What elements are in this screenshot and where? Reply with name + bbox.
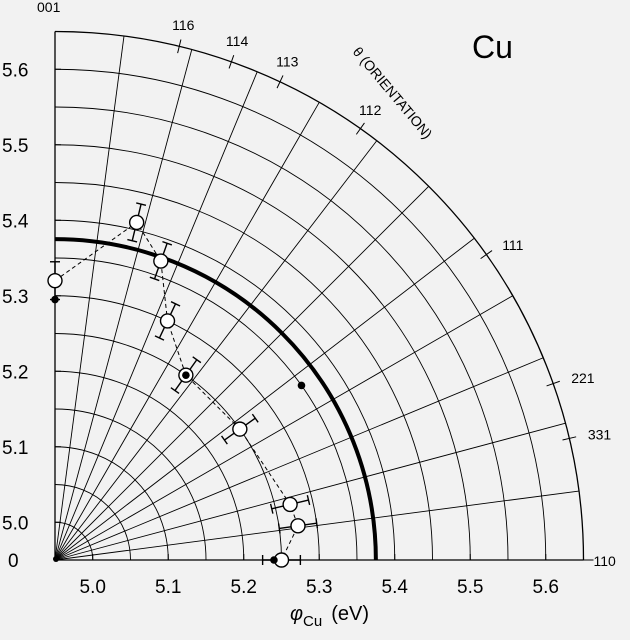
series-connector: [54, 221, 299, 561]
y-tick-label: 5.4: [2, 211, 29, 232]
x-tick-label: 5.4: [382, 577, 409, 598]
data-point: [232, 421, 248, 437]
error-cap: [170, 387, 180, 395]
orientation-tick: [276, 75, 284, 89]
grid-spoke: [54, 35, 125, 561]
grid-spoke: [54, 295, 513, 561]
error-cap: [315, 518, 319, 529]
grid-spoke: [54, 102, 320, 561]
x-axis-label-symbol: φ: [290, 603, 303, 625]
y-tick-label: 0: [8, 551, 19, 572]
grid-spoke: [54, 357, 544, 561]
error-cap: [306, 495, 311, 506]
x-tick-label: 5.0: [80, 577, 106, 598]
grid-spoke: [54, 185, 430, 561]
filled-point: [297, 381, 306, 390]
data-point: [159, 313, 176, 329]
orientation-tick: [562, 436, 577, 441]
reference-circle: [54, 237, 378, 561]
x-tick-label: 5.2: [231, 577, 257, 598]
data-point: [47, 272, 63, 289]
filled-point: [51, 295, 59, 304]
marks-layer: [47, 202, 378, 568]
error-cap: [149, 276, 160, 282]
orientation-label: 331: [588, 427, 612, 443]
grid-layer: [54, 35, 580, 561]
orientation-label: 113: [276, 53, 299, 69]
grid-spoke: [54, 71, 258, 561]
x-tick-label: 5.3: [306, 577, 332, 598]
data-point: [153, 253, 169, 269]
error-cap: [269, 503, 274, 514]
y-tick-label: 5.5: [2, 136, 28, 157]
error-cap: [170, 301, 181, 307]
orientation-label: 112: [359, 102, 382, 118]
grid-spoke: [54, 140, 378, 561]
data-point: [290, 518, 306, 534]
y-tick-label: 5.6: [2, 60, 28, 81]
x-tick-label: 5.1: [155, 577, 181, 598]
orientation-tick: [480, 250, 493, 260]
x-tick-label: 5.6: [533, 577, 559, 598]
x-axis-label-unit: (eV): [331, 603, 369, 625]
filled-point: [182, 371, 190, 379]
orientation-label: 116: [172, 17, 195, 33]
x-tick-label: 5.5: [457, 577, 483, 598]
orientation-tick: [177, 39, 182, 54]
orientation-tick: [228, 55, 235, 69]
grid-spoke: [54, 237, 475, 561]
error-cap: [277, 523, 281, 534]
chart-title: Cu: [472, 29, 513, 65]
y-tick-label: 5.3: [2, 287, 28, 308]
angular-axis-label: θ (ORIENTATION): [350, 44, 436, 142]
orientation-label: 114: [226, 33, 249, 49]
origin-dot: [53, 556, 59, 562]
grid-spoke: [54, 422, 566, 561]
orientation-label: 221: [571, 370, 595, 386]
error-cap: [154, 335, 165, 341]
error-cap: [220, 435, 228, 445]
orientation-label: 111: [502, 237, 523, 253]
y-tick-label: 5.1: [2, 438, 28, 459]
x-axis-label-subscript: Cu: [303, 613, 322, 630]
error-cap: [251, 413, 259, 423]
x-axis-label: φCu (eV): [290, 603, 369, 630]
error-cap: [127, 238, 138, 243]
data-point: [128, 214, 145, 231]
error-cap: [162, 240, 173, 246]
orientation-label: 110: [594, 553, 617, 569]
axes-frame: [54, 30, 594, 561]
y-tick-label: 5.2: [2, 362, 28, 383]
orientation-label: 001: [37, 0, 61, 15]
data-point: [282, 496, 298, 513]
orientation-tick: [355, 122, 365, 135]
orientation-tick: [546, 380, 560, 387]
filled-point: [270, 556, 278, 564]
y-tick-label: 5.0: [2, 513, 28, 534]
grid-spoke: [54, 49, 193, 561]
error-cap: [136, 202, 147, 206]
error-cap: [192, 356, 202, 364]
